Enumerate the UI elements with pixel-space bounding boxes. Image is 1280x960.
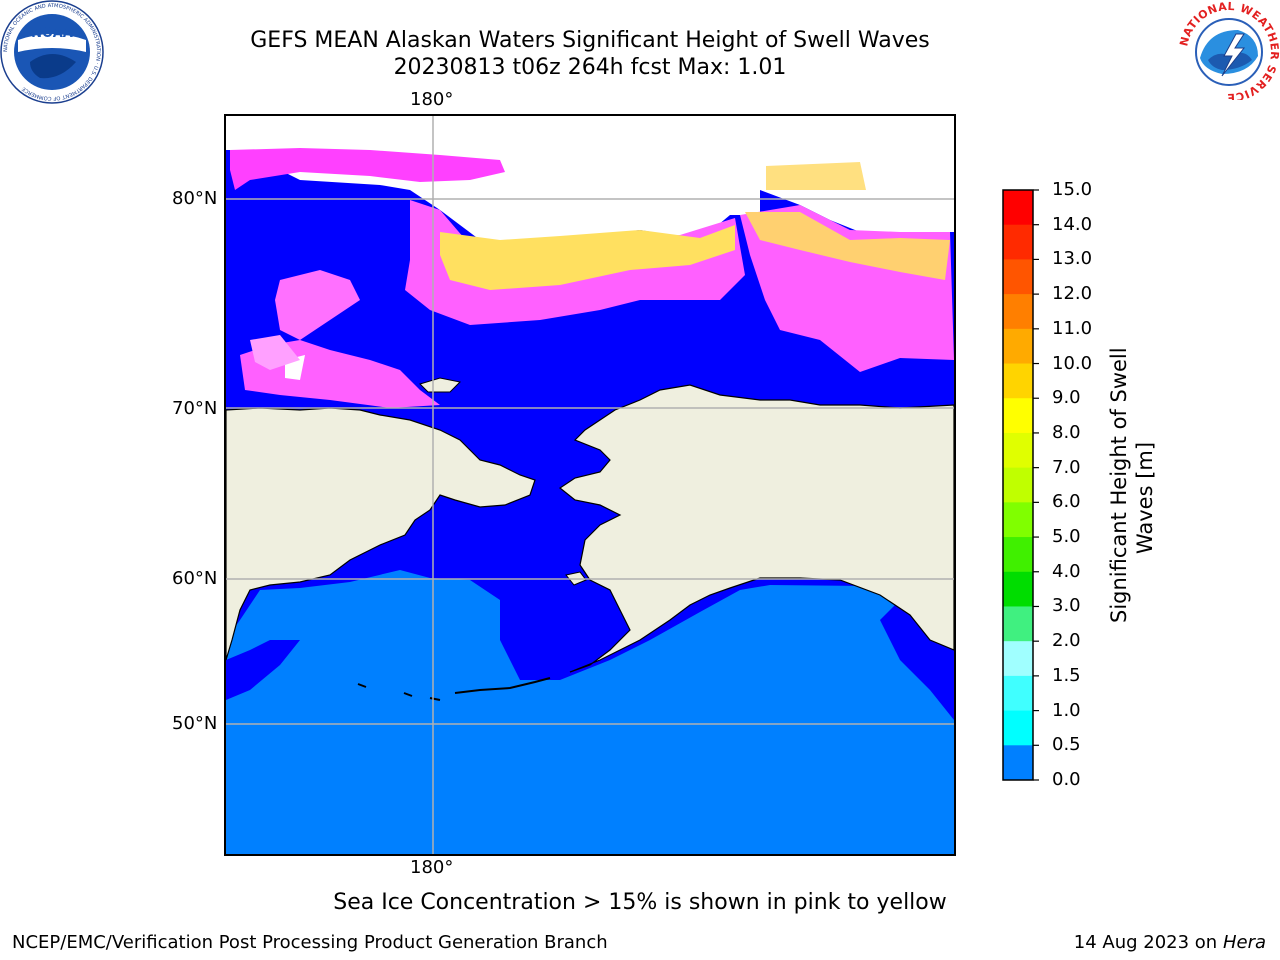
credit-text: NCEP/EMC/Verification Post Processing Pr… bbox=[12, 932, 608, 953]
colorbar-segment bbox=[1003, 259, 1033, 295]
colorbar-segment bbox=[1003, 328, 1033, 365]
colorbar-segment bbox=[1003, 432, 1033, 469]
lat-label-70n: 70°N bbox=[172, 398, 218, 419]
sea-ice-east-siberian-north bbox=[275, 270, 360, 340]
lon-label-top: 180° bbox=[410, 89, 454, 110]
sea-ice-note: Sea Ice Concentration > 15% is shown in … bbox=[333, 890, 947, 915]
colorbar-tick-label: 10.0 bbox=[1052, 352, 1093, 374]
colorbar-tick-label: 2.0 bbox=[1052, 630, 1081, 652]
colorbar-tick-label: 0.0 bbox=[1052, 769, 1081, 790]
graticule bbox=[226, 116, 954, 854]
sea-ice-beaufort-edge bbox=[745, 212, 950, 280]
land-wrangel-island bbox=[419, 377, 462, 393]
land-chukotka-siberia bbox=[226, 407, 536, 661]
colorbar-label-line1: Significant Height of Swell bbox=[1107, 347, 1131, 623]
map-plot bbox=[224, 114, 956, 856]
sea-ice-floe-north bbox=[766, 162, 866, 190]
noaa-logo: NOAA NATIONAL OCEANIC AND ATMOSPHERIC AD… bbox=[0, 0, 104, 104]
colorbar-label: Significant Height of Swell Waves [m] bbox=[1106, 347, 1158, 623]
colorbar-segment bbox=[1003, 224, 1033, 260]
colorbar-tick-label: 0.5 bbox=[1052, 734, 1081, 756]
chart-subtitle: 20230813 t06z 264h fcst Max: 1.01 bbox=[393, 55, 787, 80]
land-aleutian-islands bbox=[454, 677, 551, 694]
colorbar-segment bbox=[1003, 190, 1033, 226]
colorbar-tick-label: 4.0 bbox=[1052, 560, 1081, 582]
lat-label-50n: 50°N bbox=[172, 713, 218, 734]
colorbar-segment bbox=[1003, 606, 1033, 642]
colorbar-segment bbox=[1003, 294, 1033, 330]
colorbar-segment bbox=[1003, 745, 1033, 781]
colorbar-segment bbox=[1003, 398, 1033, 434]
colorbar-segment bbox=[1003, 467, 1033, 503]
kamchatka-coastal-low-swell bbox=[226, 640, 300, 700]
colorbar-tick-label: 7.0 bbox=[1052, 456, 1081, 478]
land-alaska bbox=[558, 384, 954, 673]
sea-ice-light-patch bbox=[250, 335, 300, 370]
host-name: Hera bbox=[1222, 932, 1266, 953]
colorbar-tick-label: 8.0 bbox=[1052, 421, 1081, 443]
colorbar-segment bbox=[1003, 710, 1033, 746]
colorbar-tick-label: 1.5 bbox=[1052, 664, 1081, 686]
colorbar-tick-label: 3.0 bbox=[1052, 595, 1081, 617]
lon-label-bottom: 180° bbox=[410, 857, 454, 878]
noaa-logo-text: NOAA bbox=[31, 26, 73, 41]
colorbar-label-line2: Waves [m] bbox=[1133, 441, 1157, 555]
date-text: 14 Aug 2023 on bbox=[1073, 932, 1218, 953]
colorbar-segment bbox=[1003, 363, 1033, 399]
sea-ice-yellow-edge bbox=[440, 225, 735, 290]
colorbar-segment bbox=[1003, 571, 1033, 607]
colorbar-tick-label: 6.0 bbox=[1052, 491, 1081, 513]
colorbar-segment bbox=[1003, 502, 1033, 538]
colorbar-tick-label: 9.0 bbox=[1052, 387, 1081, 409]
colorbar-tick-label: 1.0 bbox=[1052, 699, 1081, 721]
land-commander-islands bbox=[357, 683, 441, 701]
colorbar-segment bbox=[1003, 641, 1033, 677]
colorbar bbox=[1002, 189, 1039, 781]
nws-logo: NATIONAL WEATHER SERVICE bbox=[1178, 0, 1280, 100]
colorbar-frame bbox=[1002, 189, 1034, 781]
colorbar-tick-label: 12.0 bbox=[1052, 283, 1093, 305]
date-stamp: 14 Aug 2023 on Hera bbox=[1074, 932, 1266, 953]
map-frame bbox=[224, 114, 956, 856]
lat-label-60n: 60°N bbox=[172, 568, 218, 589]
colorbar-segment bbox=[1003, 675, 1033, 712]
lat-label-80n: 80°N bbox=[172, 188, 218, 209]
colorbar-tick-label: 11.0 bbox=[1052, 317, 1093, 339]
chart-title: GEFS MEAN Alaskan Waters Significant Hei… bbox=[250, 28, 930, 53]
colorbar-tick-label: 13.0 bbox=[1052, 248, 1093, 270]
colorbar-tick-label: 15.0 bbox=[1052, 179, 1093, 200]
colorbar-tick-label: 14.0 bbox=[1052, 213, 1093, 235]
colorbar-segment bbox=[1003, 537, 1033, 573]
sea-ice-band-north bbox=[230, 148, 505, 190]
colorbar-tick-label: 5.0 bbox=[1052, 526, 1081, 548]
no-data-polar-region bbox=[226, 116, 954, 240]
